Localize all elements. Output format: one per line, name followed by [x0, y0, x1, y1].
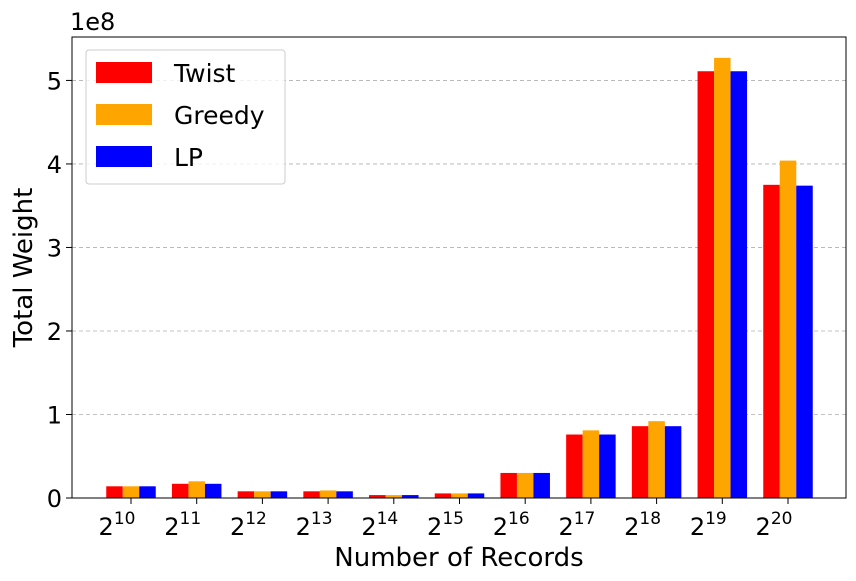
- legend: Twist Greedy LP: [85, 49, 286, 185]
- x-tick-label: 218: [624, 509, 661, 541]
- bar-twist: [171, 483, 189, 498]
- y-tick-label: 1: [47, 401, 62, 429]
- x-tick-label: 217: [558, 509, 595, 541]
- legend-swatch-greedy: [96, 104, 152, 125]
- x-axis-label: Number of Records: [334, 543, 583, 573]
- y-tick-label: 3: [47, 234, 62, 262]
- bar-lp: [467, 493, 485, 498]
- bar-lp: [402, 495, 419, 498]
- x-axis-ticks: 210 211 212 213 214 215 216 217 218 219 220: [99, 498, 793, 541]
- legend-label-lp: LP: [174, 143, 203, 172]
- bar-lp: [533, 472, 550, 498]
- bar-lp: [730, 71, 748, 499]
- bar-greedy: [714, 57, 731, 498]
- bar-twist: [369, 495, 386, 498]
- bars: [106, 57, 813, 499]
- bar-lp: [270, 491, 288, 498]
- bar-twist: [434, 493, 452, 498]
- x-tick-label: 220: [756, 509, 793, 541]
- bar-lp: [664, 426, 682, 498]
- y-tick-label: 0: [47, 485, 62, 513]
- bar-lp: [139, 486, 156, 498]
- x-tick-label: 211: [164, 509, 201, 541]
- x-tick-label: 215: [427, 509, 464, 541]
- bar-greedy: [648, 421, 665, 498]
- y-tick-label: 4: [47, 151, 62, 179]
- bar-twist: [303, 491, 320, 498]
- legend-swatch-twist: [96, 62, 152, 83]
- x-tick-label: 212: [230, 509, 267, 541]
- y-tick-label: 5: [47, 67, 62, 95]
- bar-greedy: [385, 495, 403, 498]
- bar-lp: [204, 483, 222, 498]
- bar-greedy: [188, 481, 205, 498]
- x-tick-label: 219: [690, 509, 727, 541]
- bar-twist: [697, 71, 715, 499]
- bar-greedy: [451, 493, 468, 498]
- x-tick-label: 213: [296, 509, 333, 541]
- bar-lp: [796, 185, 813, 498]
- bar-greedy: [516, 472, 534, 498]
- bar-twist: [566, 434, 583, 498]
- bar-greedy: [254, 491, 271, 498]
- y-axis-offset-text: 1e8: [70, 8, 115, 36]
- y-axis-label: Total Weight: [9, 188, 39, 349]
- bar-twist: [763, 184, 780, 498]
- x-tick-label: 214: [361, 509, 398, 541]
- x-tick-label: 210: [99, 509, 136, 541]
- bar-twist: [237, 491, 255, 498]
- y-axis-ticks: 0 1 2 3 4 5: [47, 67, 72, 513]
- bar-greedy: [582, 430, 600, 498]
- bar-lp: [599, 434, 616, 498]
- legend-label-greedy: Greedy: [174, 101, 265, 130]
- bar-twist: [631, 426, 649, 498]
- y-tick-label: 2: [47, 318, 62, 346]
- bar-greedy: [122, 486, 140, 498]
- legend-swatch-lp: [96, 146, 152, 167]
- bar-twist: [106, 486, 123, 498]
- bar-twist: [500, 472, 517, 498]
- x-tick-label: 216: [493, 509, 530, 541]
- bar-lp: [336, 491, 353, 498]
- legend-label-twist: Twist: [173, 59, 236, 88]
- bar-greedy: [779, 160, 797, 499]
- bar-greedy: [319, 490, 337, 498]
